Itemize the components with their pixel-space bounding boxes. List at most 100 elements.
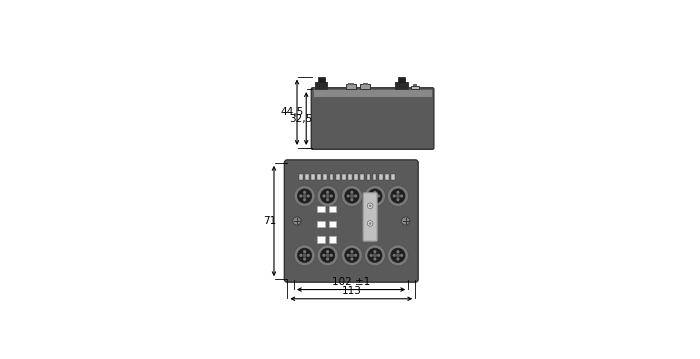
Circle shape: [321, 248, 335, 262]
Circle shape: [350, 250, 354, 253]
Circle shape: [345, 189, 359, 203]
Circle shape: [402, 217, 409, 225]
Circle shape: [302, 253, 307, 257]
Bar: [315, 81, 328, 89]
Circle shape: [396, 250, 400, 253]
Circle shape: [393, 254, 395, 257]
Bar: [360, 174, 364, 180]
Text: 113: 113: [342, 286, 361, 297]
Circle shape: [302, 194, 307, 198]
Circle shape: [373, 191, 377, 194]
Circle shape: [317, 186, 338, 207]
Circle shape: [293, 217, 301, 225]
Bar: [317, 174, 321, 180]
Bar: [363, 83, 368, 85]
Bar: [413, 84, 417, 86]
Circle shape: [391, 248, 405, 262]
Bar: [317, 221, 325, 228]
Circle shape: [294, 186, 315, 207]
Circle shape: [350, 191, 354, 194]
Circle shape: [330, 254, 333, 257]
Circle shape: [326, 257, 329, 261]
Circle shape: [350, 198, 354, 201]
Bar: [372, 174, 377, 180]
Text: 44,5: 44,5: [280, 107, 304, 117]
Bar: [329, 206, 336, 212]
Circle shape: [364, 186, 386, 207]
Bar: [305, 174, 309, 180]
Circle shape: [294, 245, 315, 266]
Circle shape: [368, 248, 382, 262]
Circle shape: [369, 204, 372, 207]
Circle shape: [354, 254, 357, 257]
Circle shape: [345, 248, 359, 262]
Circle shape: [368, 203, 373, 209]
Bar: [330, 174, 333, 180]
FancyBboxPatch shape: [363, 193, 377, 241]
Bar: [317, 236, 325, 243]
Circle shape: [377, 195, 380, 197]
Circle shape: [322, 195, 326, 197]
Circle shape: [326, 253, 330, 257]
Bar: [346, 84, 356, 89]
Bar: [312, 174, 315, 180]
Circle shape: [373, 250, 377, 253]
Circle shape: [350, 194, 354, 198]
Circle shape: [342, 245, 363, 266]
Circle shape: [322, 254, 326, 257]
Bar: [323, 174, 328, 180]
Bar: [354, 174, 358, 180]
Circle shape: [400, 195, 403, 197]
Bar: [299, 174, 302, 180]
Circle shape: [396, 198, 400, 201]
Bar: [398, 76, 405, 81]
Bar: [342, 174, 346, 180]
Circle shape: [303, 257, 306, 261]
Circle shape: [369, 222, 372, 225]
Circle shape: [303, 250, 306, 253]
Circle shape: [364, 245, 386, 266]
Circle shape: [346, 195, 350, 197]
Bar: [336, 174, 340, 180]
Circle shape: [326, 191, 329, 194]
Circle shape: [300, 195, 302, 197]
Circle shape: [373, 253, 377, 257]
Circle shape: [298, 248, 312, 262]
Circle shape: [342, 186, 363, 207]
Circle shape: [307, 254, 310, 257]
Circle shape: [396, 257, 400, 261]
Circle shape: [354, 195, 357, 197]
Circle shape: [307, 195, 310, 197]
Circle shape: [303, 198, 306, 201]
Circle shape: [370, 254, 373, 257]
Bar: [391, 174, 395, 180]
Circle shape: [350, 257, 354, 261]
Circle shape: [321, 189, 335, 203]
Circle shape: [298, 189, 312, 203]
Circle shape: [326, 198, 329, 201]
Circle shape: [393, 195, 395, 197]
Circle shape: [300, 254, 302, 257]
Circle shape: [350, 253, 354, 257]
Circle shape: [368, 189, 382, 203]
Bar: [395, 81, 407, 89]
Circle shape: [377, 254, 380, 257]
Circle shape: [330, 195, 333, 197]
Bar: [349, 83, 354, 85]
Bar: [313, 89, 433, 97]
FancyBboxPatch shape: [284, 160, 418, 282]
Circle shape: [317, 245, 338, 266]
Circle shape: [326, 194, 330, 198]
Bar: [317, 206, 325, 212]
Circle shape: [368, 221, 373, 226]
Circle shape: [400, 254, 403, 257]
Bar: [367, 174, 370, 180]
Bar: [329, 236, 336, 243]
Circle shape: [370, 195, 373, 197]
Circle shape: [303, 191, 306, 194]
Text: 71: 71: [262, 216, 276, 226]
Circle shape: [396, 194, 400, 198]
Circle shape: [373, 198, 377, 201]
Bar: [360, 84, 370, 89]
Bar: [411, 86, 419, 89]
